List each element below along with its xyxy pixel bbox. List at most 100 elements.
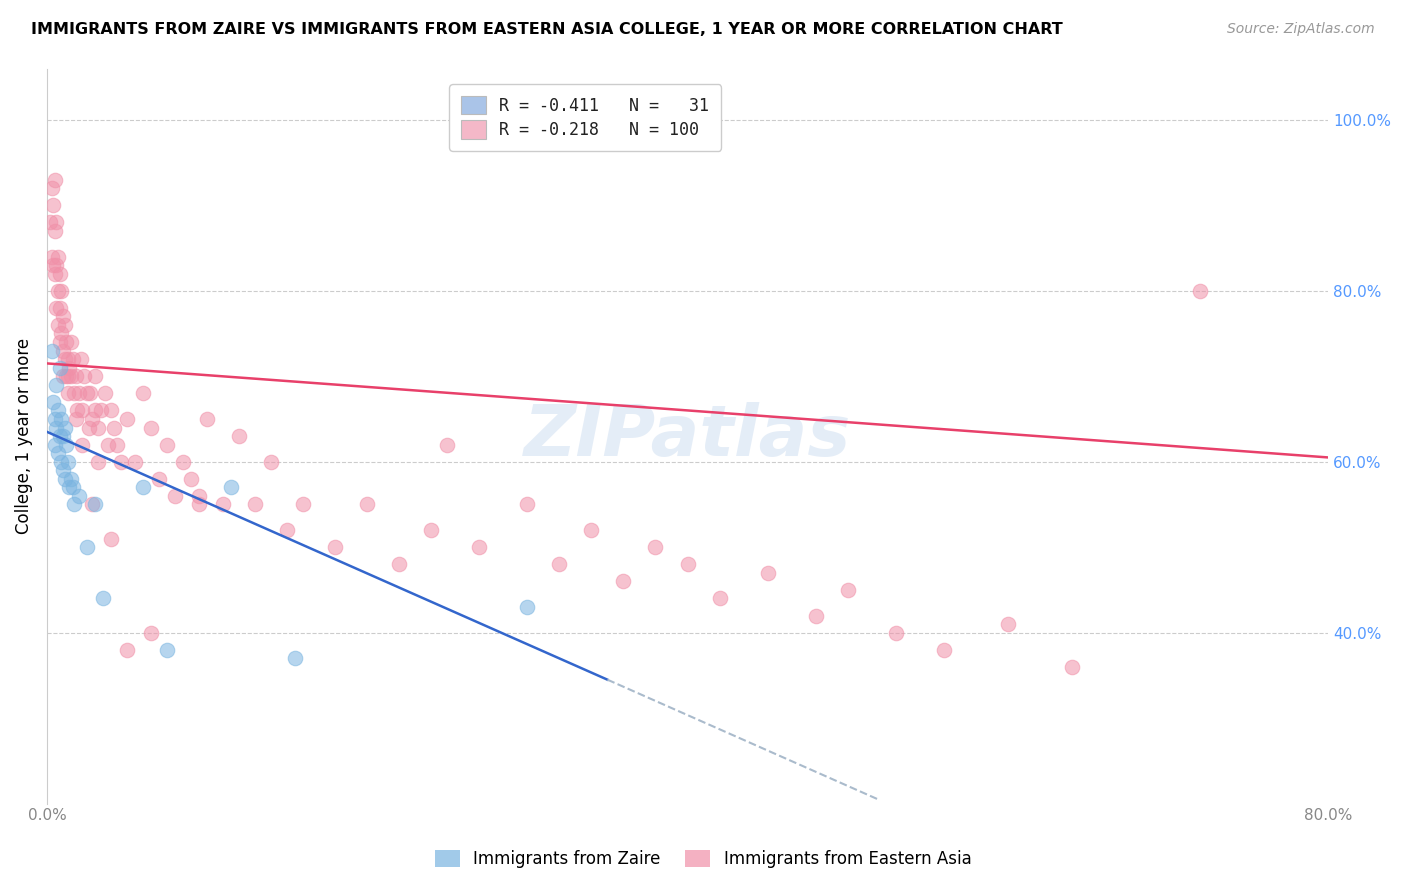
Point — [84, 403, 107, 417]
Text: ZIPatlas: ZIPatlas — [524, 401, 851, 471]
Point — [87, 420, 110, 434]
Point — [80, 498, 103, 512]
Point — [77, 420, 100, 434]
Point — [41, 250, 63, 264]
Point — [260, 455, 283, 469]
Point — [52, 310, 75, 324]
Point — [69, 352, 91, 367]
Point — [292, 498, 315, 512]
Point — [87, 455, 110, 469]
Point — [284, 651, 307, 665]
Point — [172, 455, 194, 469]
Point — [115, 642, 138, 657]
Point — [80, 412, 103, 426]
Point — [53, 420, 76, 434]
Point — [62, 352, 84, 367]
Text: IMMIGRANTS FROM ZAIRE VS IMMIGRANTS FROM EASTERN ASIA COLLEGE, 1 YEAR OR MORE CO: IMMIGRANTS FROM ZAIRE VS IMMIGRANTS FROM… — [31, 22, 1063, 37]
Point — [46, 250, 69, 264]
Point — [52, 463, 75, 477]
Point — [84, 369, 107, 384]
Point — [837, 582, 859, 597]
Point — [356, 498, 378, 512]
Point — [139, 625, 162, 640]
Point — [163, 489, 186, 503]
Point — [46, 284, 69, 298]
Point — [51, 412, 73, 426]
Point — [63, 498, 86, 512]
Point — [156, 437, 179, 451]
Point — [76, 540, 98, 554]
Point — [55, 369, 77, 384]
Point — [79, 386, 101, 401]
Point — [548, 558, 571, 572]
Point — [612, 574, 634, 589]
Point — [48, 334, 70, 349]
Point — [45, 258, 67, 272]
Point — [45, 420, 67, 434]
Point — [46, 403, 69, 417]
Point — [139, 420, 162, 434]
Point — [110, 455, 132, 469]
Point — [195, 412, 218, 426]
Point — [67, 386, 90, 401]
Point — [468, 540, 491, 554]
Point — [73, 369, 96, 384]
Point — [132, 480, 155, 494]
Point — [63, 386, 86, 401]
Point — [91, 591, 114, 606]
Point — [44, 437, 66, 451]
Point — [93, 386, 115, 401]
Point — [100, 403, 122, 417]
Point — [243, 498, 266, 512]
Point — [180, 472, 202, 486]
Point — [56, 386, 79, 401]
Point — [53, 472, 76, 486]
Point — [756, 566, 779, 580]
Point — [997, 617, 1019, 632]
Point — [45, 215, 67, 229]
Point — [45, 301, 67, 315]
Point — [436, 437, 458, 451]
Point — [124, 455, 146, 469]
Point — [676, 558, 699, 572]
Point — [56, 455, 79, 469]
Point — [48, 301, 70, 315]
Point — [42, 198, 65, 212]
Point — [58, 480, 80, 494]
Point — [55, 437, 77, 451]
Point — [1188, 284, 1211, 298]
Point — [42, 258, 65, 272]
Point — [420, 523, 443, 537]
Point — [55, 334, 77, 349]
Point — [188, 498, 211, 512]
Point — [105, 437, 128, 451]
Point — [44, 172, 66, 186]
Point — [1060, 660, 1083, 674]
Point — [156, 642, 179, 657]
Point — [46, 446, 69, 460]
Point — [65, 412, 87, 426]
Point — [56, 369, 79, 384]
Point — [132, 386, 155, 401]
Point — [41, 343, 63, 358]
Point — [53, 352, 76, 367]
Legend: Immigrants from Zaire, Immigrants from Eastern Asia: Immigrants from Zaire, Immigrants from E… — [427, 843, 979, 875]
Point — [932, 642, 955, 657]
Point — [804, 608, 827, 623]
Point — [41, 181, 63, 195]
Point — [66, 403, 89, 417]
Point — [58, 360, 80, 375]
Point — [52, 429, 75, 443]
Point — [52, 343, 75, 358]
Point — [70, 437, 93, 451]
Point — [44, 412, 66, 426]
Point — [212, 498, 235, 512]
Point — [97, 437, 120, 451]
Point — [884, 625, 907, 640]
Point — [39, 215, 62, 229]
Point — [48, 360, 70, 375]
Point — [48, 429, 70, 443]
Point — [46, 318, 69, 332]
Point — [276, 523, 298, 537]
Point — [59, 369, 82, 384]
